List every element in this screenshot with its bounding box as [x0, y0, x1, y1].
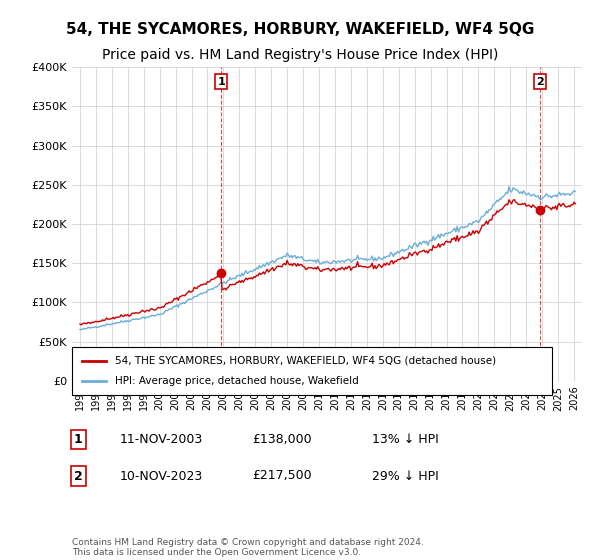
- Text: 13% ↓ HPI: 13% ↓ HPI: [372, 433, 439, 446]
- Text: 2: 2: [74, 469, 82, 483]
- Text: 10-NOV-2023: 10-NOV-2023: [120, 469, 203, 483]
- Text: Price paid vs. HM Land Registry's House Price Index (HPI): Price paid vs. HM Land Registry's House …: [102, 48, 498, 62]
- Text: Contains HM Land Registry data © Crown copyright and database right 2024.
This d: Contains HM Land Registry data © Crown c…: [72, 538, 424, 557]
- Text: HPI: Average price, detached house, Wakefield: HPI: Average price, detached house, Wake…: [115, 376, 359, 386]
- Text: 54, THE SYCAMORES, HORBURY, WAKEFIELD, WF4 5QG: 54, THE SYCAMORES, HORBURY, WAKEFIELD, W…: [66, 22, 534, 38]
- Text: 1: 1: [217, 77, 225, 87]
- Text: 11-NOV-2003: 11-NOV-2003: [120, 433, 203, 446]
- FancyBboxPatch shape: [72, 347, 552, 395]
- Text: 2: 2: [536, 77, 544, 87]
- Text: £138,000: £138,000: [252, 433, 311, 446]
- Text: 29% ↓ HPI: 29% ↓ HPI: [372, 469, 439, 483]
- Text: £217,500: £217,500: [252, 469, 311, 483]
- Text: 54, THE SYCAMORES, HORBURY, WAKEFIELD, WF4 5QG (detached house): 54, THE SYCAMORES, HORBURY, WAKEFIELD, W…: [115, 356, 496, 366]
- Text: 1: 1: [74, 433, 82, 446]
